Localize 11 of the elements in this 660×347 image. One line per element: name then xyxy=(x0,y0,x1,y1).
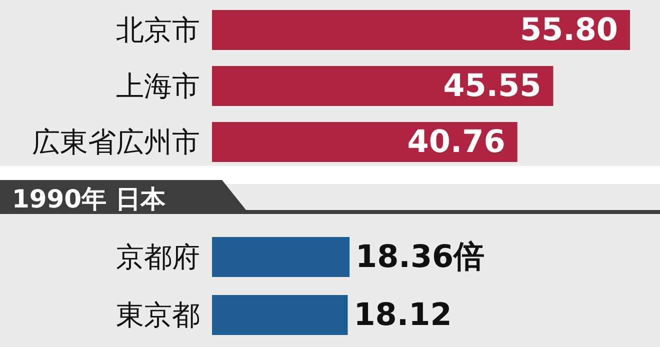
data-label: 18.12 xyxy=(354,297,452,333)
chart-title: 1990年 日本 xyxy=(12,184,166,214)
y-tick-label: 東京都 xyxy=(116,298,200,332)
data-label: 45.55 xyxy=(443,68,542,104)
y-tick-label: 北京市 xyxy=(116,14,200,46)
y-tick-label: 広東省広州市 xyxy=(32,126,200,158)
data-label: 18.36倍 xyxy=(356,239,485,275)
y-tick-label: 京都府 xyxy=(116,240,200,274)
data-label: 55.80 xyxy=(520,12,618,48)
data-label: 40.76 xyxy=(407,124,506,160)
y-tick-label: 上海市 xyxy=(116,70,200,102)
